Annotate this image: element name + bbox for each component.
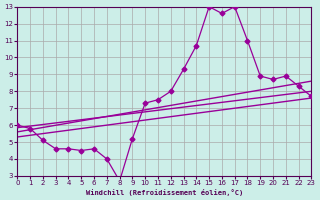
- X-axis label: Windchill (Refroidissement éolien,°C): Windchill (Refroidissement éolien,°C): [86, 189, 243, 196]
